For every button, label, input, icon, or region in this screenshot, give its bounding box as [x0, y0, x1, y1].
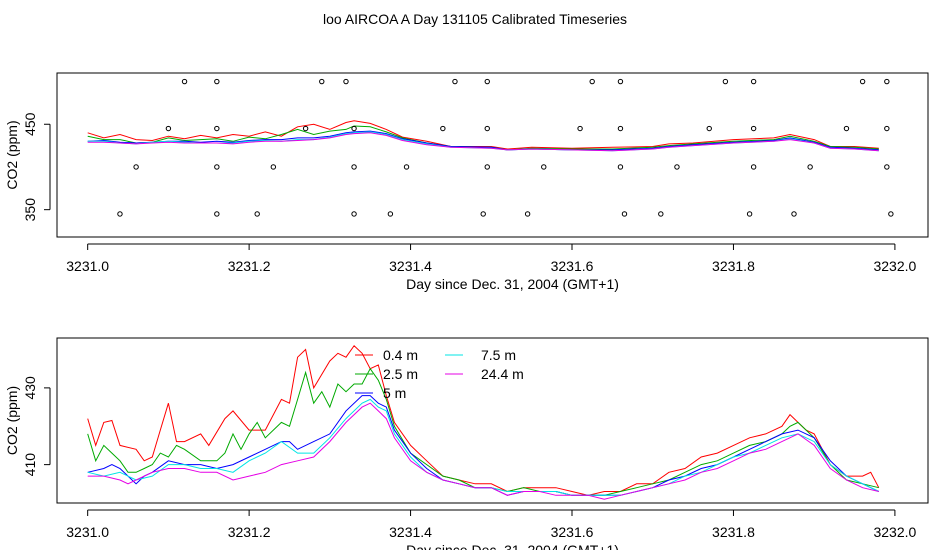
top-panel-x-axis-label: Day since Dec. 31, 2004 (GMT+1): [406, 276, 619, 292]
bottom-panel-x-tick-label: 3231.0: [66, 524, 109, 540]
top-panel-data-point: [843, 125, 850, 132]
top-panel-data-point: [750, 125, 757, 132]
top-panel-data-point: [480, 211, 486, 217]
bottom-panel-frame: [56, 337, 929, 504]
bottom-panel-x-tick-label: 3231.4: [389, 524, 432, 540]
top-panel-data-point: [387, 211, 394, 217]
top-panel-x-tick-label: 3231.8: [712, 258, 755, 274]
top-panel-data-point: [807, 164, 813, 170]
bottom-panel-x-tick-label: 3232.0: [873, 524, 916, 540]
top-panel-data-point: [270, 164, 277, 170]
top-panel-data-point: [484, 125, 490, 132]
top-panel-y-tick-label: 450: [22, 112, 38, 136]
top-panel-data-point: [165, 125, 172, 132]
top-panel-data-point: [791, 211, 797, 217]
top-panel-data-point: [524, 211, 531, 217]
top-panel-data-point: [351, 125, 357, 132]
top-panel-series-line-4: [87, 132, 879, 152]
legend-label: 24.4 m: [481, 366, 524, 382]
legend-label: 5 m: [383, 385, 406, 401]
top-panel-data-point: [859, 78, 866, 85]
top-panel-data-point: [617, 164, 624, 170]
top-panel-data-point: [888, 211, 894, 217]
top-panel-data-point: [884, 78, 890, 85]
top-panel-data-point: [577, 125, 583, 132]
bottom-panel-series-line-2: [87, 395, 880, 496]
top-panel-series-line-0: [87, 120, 879, 150]
bottom-panel-series-line-1: [87, 367, 879, 496]
bottom-panel-y-tick-label: 430: [22, 376, 38, 400]
top-panel-data-point: [452, 78, 458, 85]
top-panel-data-point: [214, 164, 220, 170]
chart-title: loo AIRCOA A Day 131105 Calibrated Times…: [322, 11, 627, 27]
top-panel-data-point: [884, 164, 890, 170]
top-panel-data-point: [319, 78, 325, 85]
bottom-panel-series-line-4: [87, 402, 879, 500]
top-panel-x-tick-label: 3232.0: [873, 258, 916, 274]
top-panel-data-point: [214, 78, 220, 85]
legend-label: 0.4 m: [383, 347, 418, 363]
bottom-panel-x-tick-label: 3231.8: [712, 524, 755, 540]
top-panel-y-tick-label: 350: [22, 198, 38, 222]
top-panel-frame: [56, 72, 929, 238]
top-panel-data-point: [484, 164, 490, 170]
top-panel-data-point: [589, 78, 595, 85]
bottom-panel-y-tick-label: 410: [22, 453, 38, 477]
bottom-panel-series-line-0: [87, 344, 880, 496]
top-panel-x-tick-label: 3231.4: [389, 258, 432, 274]
legend-label: 2.5 m: [383, 366, 418, 382]
top-panel-data-point: [302, 125, 309, 132]
top-panel-data-point: [541, 164, 547, 170]
top-panel-x-tick-label: 3231.2: [228, 258, 271, 274]
top-panel-data-point: [746, 211, 753, 217]
bottom-panel-x-tick-label: 3231.2: [228, 524, 271, 540]
top-panel-data-point: [133, 164, 139, 170]
top-panel-data-point: [674, 164, 680, 170]
top-panel-data-point: [621, 211, 628, 217]
bottom-panel-x-axis-label: Day since Dec. 31, 2004 (GMT+1): [406, 542, 619, 550]
top-panel-data-point: [440, 125, 446, 132]
bottom-panel-y-axis-label: CO2 (ppm): [4, 386, 20, 455]
top-panel-data-point: [181, 78, 188, 85]
top-panel-data-point: [658, 211, 664, 217]
top-panel-data-point: [617, 78, 624, 85]
bottom-panel-series-line-3: [87, 398, 880, 496]
top-panel-y-axis-label: CO2 (ppm): [4, 120, 20, 189]
top-panel-data-point: [254, 211, 260, 217]
top-panel-x-tick-label: 3231.0: [66, 258, 109, 274]
top-panel-data-point: [750, 78, 757, 85]
top-panel-data-point: [351, 164, 357, 170]
top-panel-data-point: [214, 211, 220, 217]
top-panel-series-line-2: [87, 130, 879, 151]
top-panel-data-point: [484, 78, 490, 85]
legend-label: 7.5 m: [481, 347, 516, 363]
top-panel-data-point: [214, 125, 220, 132]
top-panel-data-point: [722, 78, 729, 85]
top-panel-data-point: [343, 78, 349, 85]
top-panel-data-point: [750, 164, 757, 170]
top-panel-data-point: [706, 125, 712, 132]
top-panel-data-point: [884, 125, 890, 132]
bottom-panel-x-tick-label: 3231.6: [551, 524, 594, 540]
top-panel-data-point: [351, 211, 357, 217]
top-panel-data-point: [117, 211, 123, 217]
top-panel-data-point: [403, 164, 410, 170]
top-panel-series-line-1: [87, 125, 879, 151]
top-panel-data-point: [617, 125, 624, 132]
top-panel-x-tick-label: 3231.6: [551, 258, 594, 274]
